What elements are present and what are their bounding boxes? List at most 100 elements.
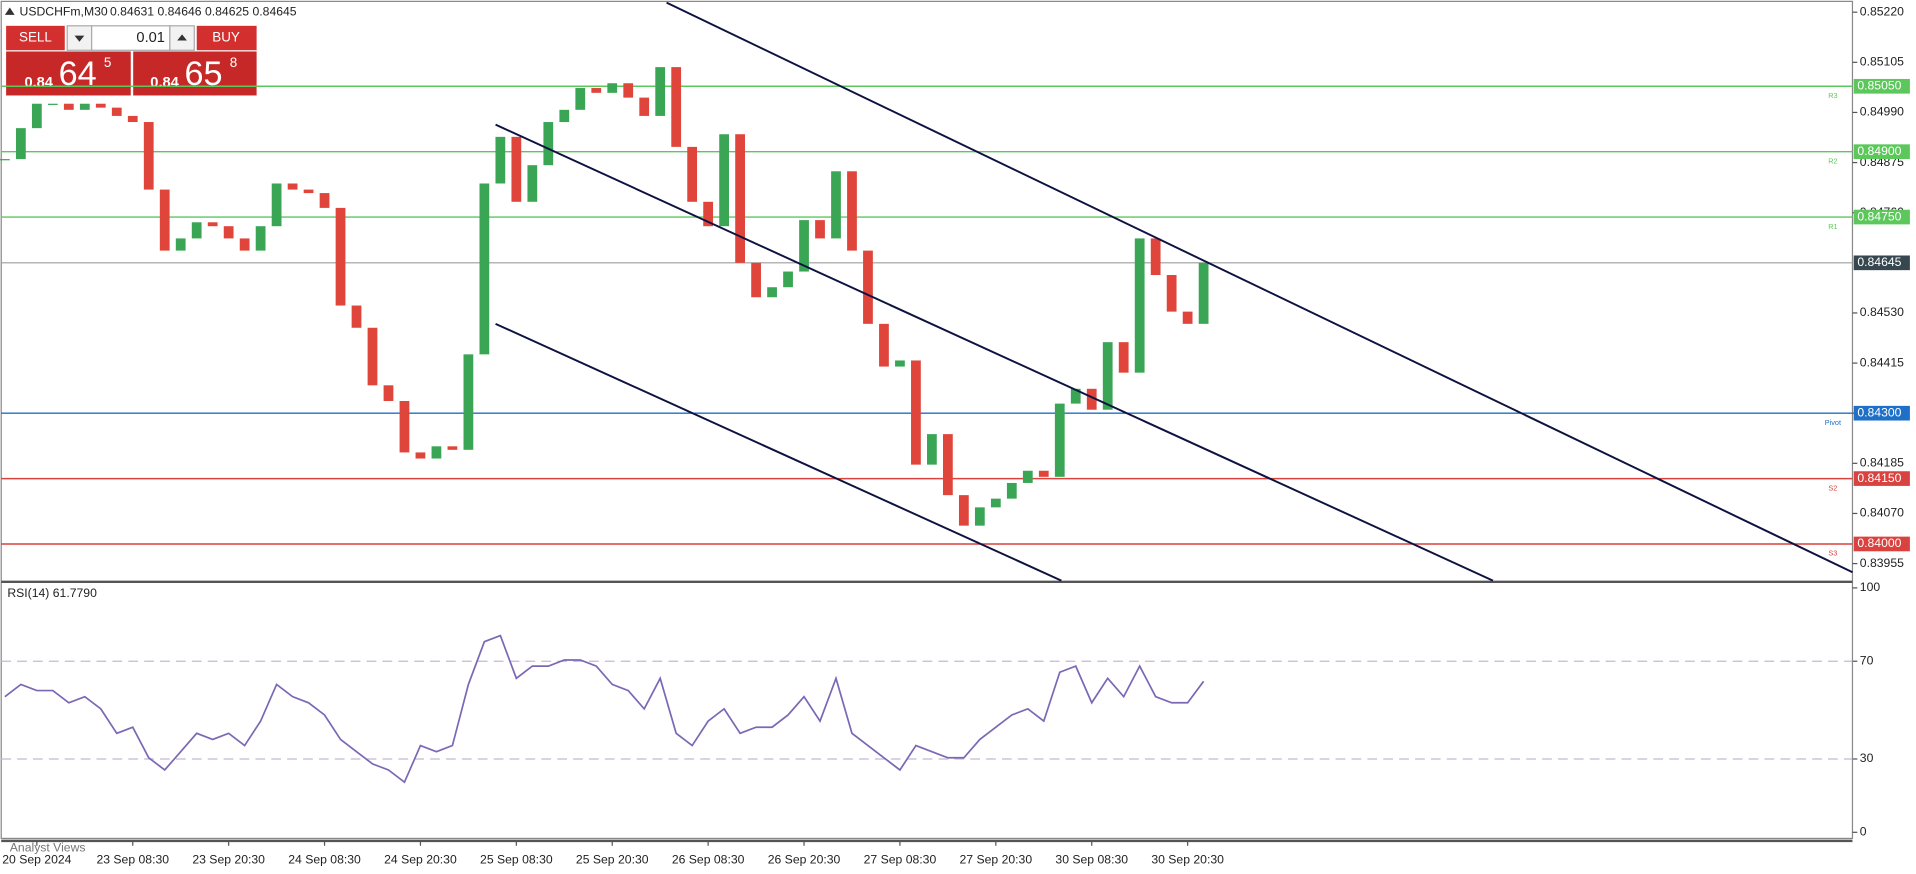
candle [111, 107, 122, 116]
level-box [1853, 78, 1910, 94]
candle [1006, 482, 1017, 499]
candle [1038, 470, 1049, 477]
x-tick-label: 27 Sep 20:30 [960, 853, 1033, 867]
level-label: 0.84900 [1857, 144, 1901, 158]
x-tick-label: 26 Sep 08:30 [672, 853, 745, 867]
x-tick-label: 27 Sep 08:30 [864, 853, 937, 867]
candle [271, 183, 282, 227]
rsi-title: RSI(14) 61.7790 [7, 586, 97, 600]
y-tick-label: 0.84185 [1860, 456, 1904, 470]
candle [255, 226, 266, 251]
candle [735, 134, 745, 263]
candle [751, 262, 761, 298]
candle [143, 122, 154, 190]
down-arrow [74, 35, 85, 42]
candle [974, 507, 985, 526]
candle [1118, 342, 1129, 373]
lot-input[interactable] [91, 25, 171, 51]
candle [799, 220, 809, 272]
candle [591, 88, 602, 93]
level-box [1853, 536, 1910, 552]
candle [447, 446, 458, 450]
level-name: R1 [1828, 222, 1837, 231]
x-tick-label: 24 Sep 20:30 [384, 853, 457, 867]
candle [623, 83, 634, 98]
bid-box[interactable] [6, 51, 131, 96]
candle [639, 97, 650, 116]
lot-value: 0.01 [136, 30, 165, 46]
candle [671, 67, 682, 147]
level-name: R3 [1828, 91, 1837, 100]
level-name: Pivot [1825, 418, 1841, 427]
x-tick-label: 25 Sep 20:30 [576, 853, 649, 867]
bid-big: 0.84 [24, 75, 53, 91]
candle [191, 222, 202, 239]
candle [367, 327, 378, 386]
candle [15, 128, 26, 160]
sell-button[interactable] [6, 25, 65, 51]
candle [719, 134, 730, 227]
level-name: R2 [1828, 156, 1837, 165]
candle [559, 109, 570, 123]
level-label: 0.84300 [1857, 405, 1901, 419]
candle [1134, 238, 1145, 373]
x-tick-label: 26 Sep 20:30 [768, 853, 841, 867]
candle [655, 67, 666, 116]
buy-button[interactable] [196, 25, 257, 51]
candle [575, 88, 586, 110]
candle [783, 271, 793, 288]
analyst-views[interactable]: Analyst Views [10, 840, 86, 854]
level-label: 0.84000 [1857, 536, 1901, 550]
candle [239, 238, 250, 251]
candle [495, 136, 506, 184]
sell-label: SELL [19, 30, 52, 45]
ask-main: 65 [185, 55, 223, 93]
candle [911, 360, 921, 465]
candle [47, 103, 58, 105]
level-box [1853, 471, 1910, 486]
collapse-icon[interactable] [4, 7, 15, 15]
candle [399, 400, 410, 453]
candle [431, 446, 442, 459]
x-tick-label: 30 Sep 08:30 [1055, 853, 1128, 867]
candle [0, 159, 10, 161]
ask-box[interactable] [133, 51, 257, 96]
candle [879, 323, 889, 367]
candle [63, 103, 74, 110]
level-name: S2 [1828, 483, 1837, 492]
candle [1166, 275, 1177, 312]
rsi-tick-label: 70 [1860, 653, 1874, 667]
candle [127, 115, 138, 123]
candle [1182, 311, 1193, 324]
candle [990, 498, 1001, 508]
candle [927, 434, 937, 465]
ask-big: 0.84 [150, 75, 179, 91]
candle [159, 189, 170, 251]
level-name: S3 [1828, 549, 1837, 558]
candle [607, 83, 618, 93]
y-tick-label: 0.85220 [1860, 4, 1904, 18]
candle [687, 146, 698, 202]
up-arrow [177, 34, 187, 41]
candle [1022, 470, 1033, 483]
candle [79, 103, 90, 110]
candle [703, 201, 714, 227]
level-box [1853, 405, 1910, 421]
candle [767, 287, 777, 298]
y-tick-label: 0.84415 [1860, 355, 1904, 369]
bid-main: 64 [59, 55, 97, 93]
candle [543, 122, 554, 166]
candle [303, 189, 314, 194]
level-label: 0.85050 [1857, 79, 1901, 93]
candle [335, 207, 346, 306]
x-tick-label: 23 Sep 20:30 [192, 853, 265, 867]
x-tick-label: 20 Sep 2024 [2, 853, 71, 867]
candle [942, 434, 953, 496]
y-tick-label: 0.84070 [1860, 506, 1904, 520]
candle [847, 171, 857, 251]
y-tick-label: 0.84990 [1860, 105, 1904, 119]
y-tick-label: 0.83955 [1860, 556, 1904, 570]
buy-label: BUY [212, 30, 240, 45]
symbol: USDCHFm,M30 [20, 5, 108, 19]
